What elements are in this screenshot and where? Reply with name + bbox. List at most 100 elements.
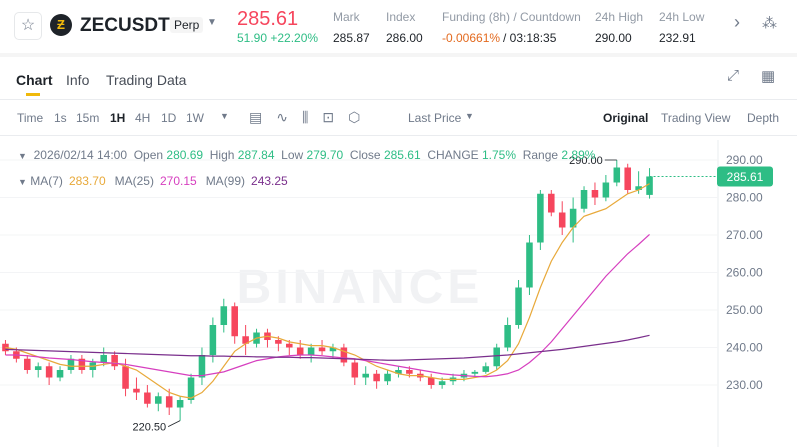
stat-label: Mark: [333, 10, 360, 24]
price-type-dropdown[interactable]: ▼: [465, 111, 474, 121]
price-type[interactable]: Last Price: [408, 111, 462, 125]
fullscreen-icon[interactable]: ⤢: [727, 67, 740, 84]
candle-body: [209, 325, 217, 355]
ohlc-info: ▼ 2026/02/14 14:00 Open 280.69 High 287.…: [18, 148, 595, 162]
divider: [0, 135, 797, 136]
price-change: 51.90 +22.20%: [237, 31, 319, 45]
tab[interactable]: Chart: [16, 72, 53, 88]
stat-label: Index: [386, 10, 416, 24]
candle-body: [307, 347, 315, 355]
candle-body: [165, 396, 173, 408]
contract-badge: Perp: [170, 17, 204, 33]
interval[interactable]: 1s: [54, 111, 67, 125]
candle-body: [395, 370, 402, 374]
chart: BINANCE 230.00 240.00 250.00 260.00 270.00 280…: [0, 140, 773, 447]
symbol-dropdown[interactable]: ▼: [207, 17, 217, 28]
layout-icon[interactable]: ⁂: [762, 15, 777, 32]
candle-body: [329, 347, 337, 352]
view[interactable]: Original: [603, 111, 649, 125]
interval[interactable]: 15m: [76, 111, 100, 125]
candle-body: [56, 370, 64, 378]
divider: [0, 99, 797, 100]
candle-body: [133, 388, 140, 393]
scroll-right[interactable]: ›: [734, 12, 740, 32]
field-value: 2.89%: [561, 148, 596, 162]
candle-body: [296, 347, 304, 355]
watermark: BINANCE: [237, 261, 484, 314]
candle-body: [526, 242, 533, 288]
candle-body: [24, 358, 31, 370]
interval-dropdown[interactable]: ▼: [220, 111, 229, 121]
field-value: 279.70: [306, 148, 344, 162]
candle-body: [220, 306, 228, 325]
legend-value: 243.25: [251, 174, 288, 188]
favorite-button[interactable]: ☆: [14, 12, 42, 40]
candle-body: [635, 186, 642, 190]
legend-value: 270.15: [159, 174, 197, 188]
field-label: Range: [522, 148, 559, 162]
tool-icons[interactable]: ▤∿⫼⊡⬡: [249, 109, 375, 125]
stat-value: 290.00: [595, 31, 632, 45]
tab-underline: [26, 93, 40, 96]
stat-label: 24h High: [595, 10, 644, 24]
interval[interactable]: Time: [17, 111, 44, 125]
field-label: Close: [349, 148, 381, 162]
view[interactable]: Trading View: [661, 111, 731, 125]
field-label: High: [209, 148, 235, 162]
y-tick-label: 230.00: [726, 378, 763, 392]
y-tick-label: 290.00: [726, 153, 763, 167]
candle-body: [362, 373, 369, 378]
candle-body: [406, 370, 413, 374]
stat-label: Funding (8h) / Countdown: [442, 10, 581, 24]
y-tick-label: 260.00: [726, 266, 763, 280]
candle-body: [613, 167, 621, 183]
candle-body: [569, 208, 577, 228]
annotation-label: 290.00: [569, 155, 603, 167]
candle-body: [45, 366, 53, 378]
divider: [0, 53, 797, 57]
candle-body: [144, 392, 151, 404]
last-price: 285.61: [237, 8, 299, 30]
candle-body: [67, 358, 75, 370]
interval[interactable]: 4H: [135, 111, 151, 125]
tab[interactable]: Trading Data: [106, 72, 187, 88]
field-label: Open: [133, 148, 164, 162]
candle-body: [602, 182, 610, 198]
field-value: 285.61: [383, 148, 421, 162]
candle-body: [275, 340, 282, 344]
legend-name: MA(25): [114, 174, 154, 188]
last-price-label: 285.61: [727, 170, 764, 184]
annotation-label: 220.50: [132, 422, 166, 434]
stat-value: 286.00: [386, 31, 423, 45]
candle-body: [580, 190, 588, 209]
collapse[interactable]: ▼: [18, 151, 27, 161]
interval[interactable]: 1D: [161, 111, 177, 125]
candle-body: [493, 347, 500, 367]
interval[interactable]: 1W: [186, 111, 204, 125]
symbol[interactable]: ZECUSDT: [80, 15, 170, 36]
view[interactable]: Depth: [747, 111, 780, 125]
grid-icon[interactable]: ▦: [761, 68, 776, 85]
tab[interactable]: Info: [66, 72, 90, 88]
legend-name: MA(7): [30, 174, 63, 188]
field-value: 1.75%: [482, 148, 517, 162]
candle-body: [482, 366, 490, 372]
annotation-line: [167, 420, 181, 427]
candle-body: [155, 396, 162, 404]
y-tick-label: 240.00: [726, 341, 763, 355]
interval[interactable]: 1H: [110, 111, 126, 125]
candle-body: [100, 355, 107, 363]
countdown: / 03:18:35: [503, 31, 557, 45]
candle-body: [231, 306, 238, 337]
field-value: 280.69: [166, 148, 204, 162]
candle-body: [286, 343, 293, 348]
legend-name: MA(99): [205, 174, 246, 188]
stat-value: 232.91: [659, 31, 696, 45]
candle-body: [558, 212, 566, 228]
candle-body: [471, 371, 479, 374]
candle-body: [373, 373, 380, 382]
candle-body: [537, 193, 544, 243]
candle-body: [187, 377, 195, 400]
stat-label: 24h Low: [659, 10, 705, 24]
